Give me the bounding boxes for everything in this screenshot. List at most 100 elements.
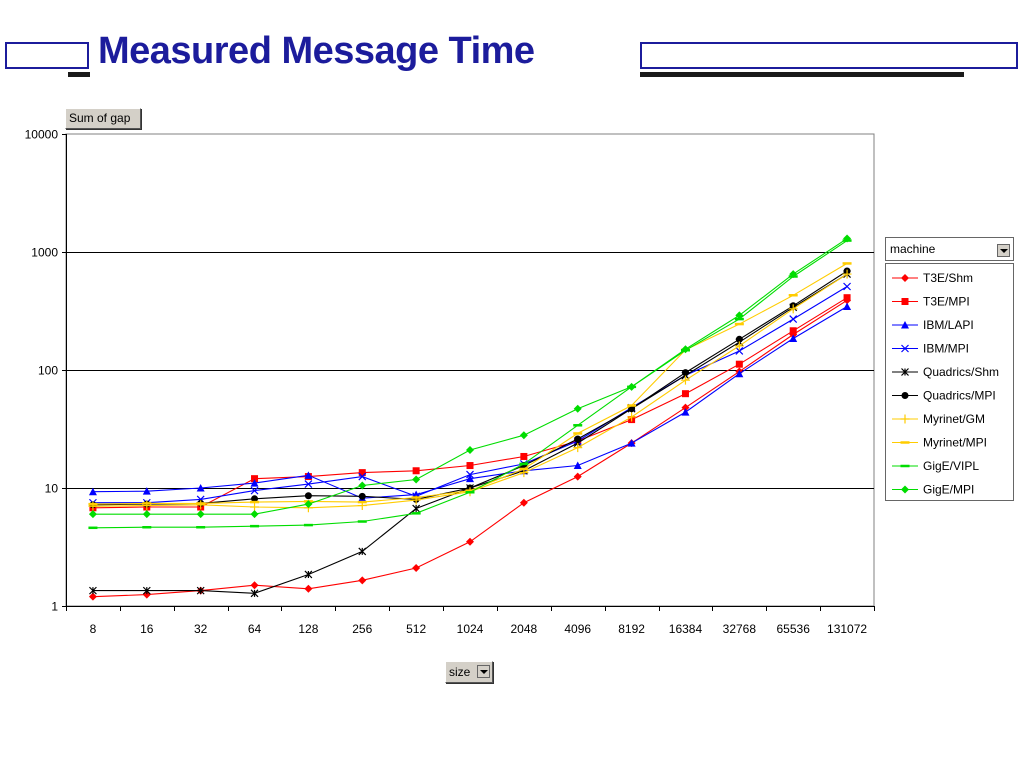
data-point — [573, 404, 582, 413]
chevron-down-icon[interactable] — [477, 665, 490, 678]
data-point — [358, 494, 367, 502]
data-point — [519, 468, 529, 478]
data-point — [250, 589, 259, 598]
data-point — [250, 479, 259, 487]
data-point — [196, 500, 206, 510]
data-point — [843, 270, 851, 279]
legend-item: GigE/VIPL — [892, 459, 979, 473]
x-tick-label: 4096 — [564, 622, 591, 636]
data-point — [681, 369, 689, 377]
legend-label: GigE/MPI — [923, 483, 974, 497]
x-tick-label: 8192 — [618, 622, 645, 636]
data-point — [251, 495, 259, 503]
data-point — [519, 459, 528, 468]
data-point — [519, 466, 528, 475]
data-point — [304, 471, 313, 479]
data-point — [466, 445, 474, 454]
series-line — [92, 299, 848, 598]
data-point — [412, 467, 420, 475]
series-field-label: machine — [890, 242, 936, 256]
data-point — [628, 416, 636, 424]
data-point — [197, 499, 205, 507]
series-ibm-mpi — [89, 282, 851, 507]
data-point — [411, 495, 421, 505]
y-tick-label: 1 — [51, 600, 58, 614]
legend-marker — [901, 485, 909, 494]
data-point — [196, 484, 205, 492]
data-point — [735, 360, 743, 368]
data-point — [358, 472, 367, 481]
data-point — [735, 335, 743, 343]
data-point — [573, 461, 582, 470]
data-point — [843, 267, 851, 275]
data-point — [466, 462, 474, 470]
y-tick-label: 10000 — [25, 128, 59, 142]
data-point — [412, 490, 421, 499]
data-point — [789, 330, 798, 339]
data-point — [681, 408, 690, 416]
data-point — [250, 581, 259, 590]
x-tick-label: 1024 — [457, 622, 484, 636]
legend-label: T3E/Shm — [923, 271, 973, 285]
x-tick-label: 256 — [352, 622, 372, 636]
data-point — [466, 484, 474, 492]
row-field-button[interactable]: size — [445, 661, 493, 683]
data-point — [251, 475, 259, 483]
data-point — [196, 586, 205, 595]
data-point — [412, 563, 421, 572]
series-line — [92, 286, 848, 504]
legend-marker — [901, 392, 909, 399]
data-point — [142, 586, 151, 595]
data-point — [197, 503, 205, 511]
data-point — [681, 403, 690, 412]
data-point — [89, 498, 97, 507]
data-point — [465, 487, 475, 497]
data-point — [789, 302, 797, 310]
data-point — [681, 371, 690, 380]
series-t3e-mpi — [89, 294, 851, 512]
data-point — [304, 492, 312, 500]
legend-item: T3E/Shm — [892, 271, 973, 285]
series-gige-mpi — [88, 234, 852, 519]
data-point — [358, 576, 367, 585]
data-field-button[interactable]: Sum of gap — [65, 108, 141, 129]
data-point — [843, 294, 851, 302]
x-tick-label: 65536 — [777, 622, 811, 636]
series-line — [92, 306, 848, 499]
data-point — [250, 510, 259, 519]
x-tick-label: 32768 — [723, 622, 757, 636]
data-point — [681, 345, 690, 354]
x-tick-label: 512 — [406, 622, 426, 636]
data-point — [627, 439, 636, 448]
series-field-dropdown[interactable]: machine — [885, 237, 1014, 261]
data-point — [143, 503, 151, 511]
data-point — [788, 304, 798, 314]
data-point — [358, 492, 366, 500]
legend-item: Myrinet/GM — [892, 412, 985, 426]
data-point — [628, 405, 636, 413]
data-point — [789, 334, 798, 342]
data-point — [88, 592, 97, 601]
data-point — [466, 484, 474, 492]
data-point — [734, 341, 744, 351]
data-point — [627, 439, 636, 447]
data-point — [519, 431, 528, 440]
legend-item: T3E/MPI — [892, 295, 970, 309]
data-point — [520, 462, 528, 470]
series-gige-vipl — [88, 239, 852, 530]
legend-label: IBM/MPI — [923, 342, 969, 356]
data-point — [789, 303, 798, 312]
data-point — [358, 469, 366, 477]
data-point — [466, 474, 474, 483]
data-point — [88, 510, 97, 519]
data-point — [519, 466, 528, 475]
legend-label: Myrinet/GM — [923, 412, 985, 426]
chevron-down-icon[interactable] — [997, 244, 1010, 257]
title-decoration-right — [640, 42, 1018, 69]
data-point — [142, 590, 151, 599]
legend-marker — [901, 321, 909, 329]
data-point — [735, 311, 744, 320]
legend-item: Myrinet/MPI — [892, 436, 987, 450]
y-tick-label: 100 — [38, 364, 58, 378]
